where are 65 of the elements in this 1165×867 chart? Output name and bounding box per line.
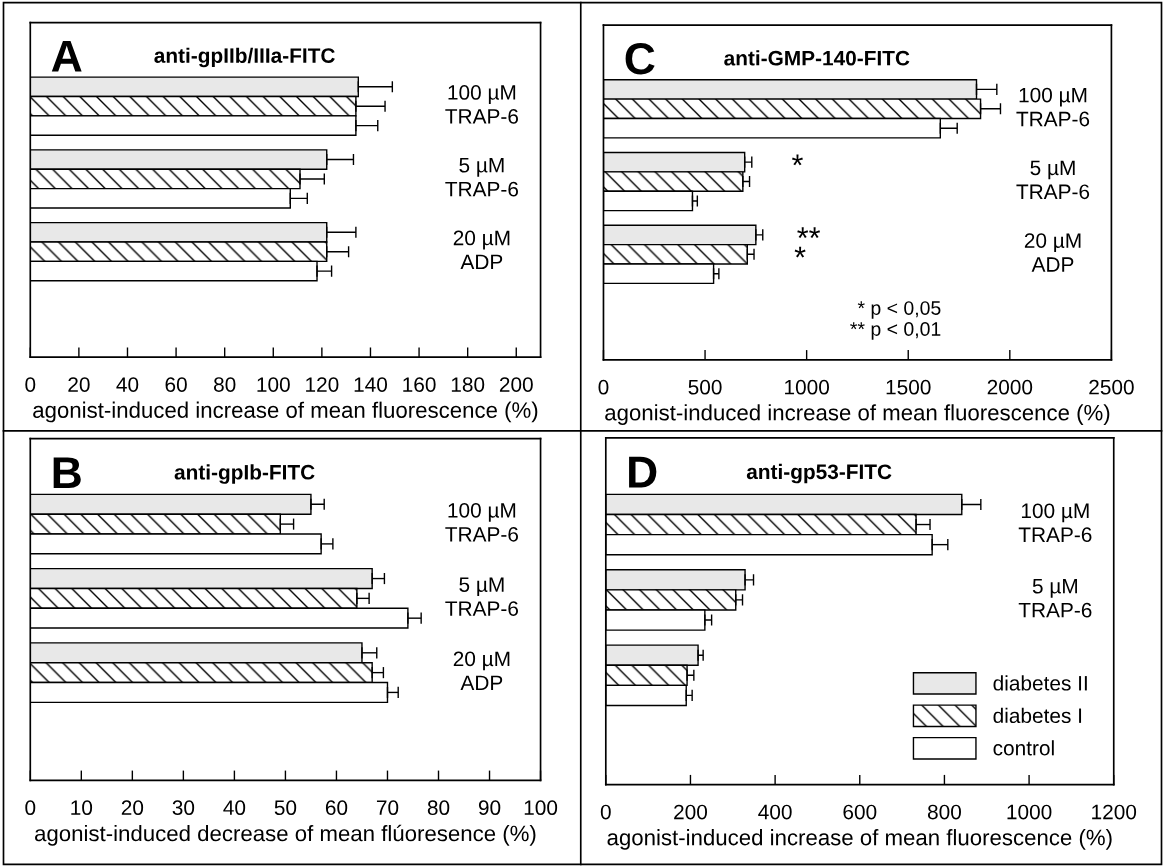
x-tick-label: 70 xyxy=(376,800,399,816)
x-tick-label: 0 xyxy=(25,800,36,816)
x-tick-label: 600 xyxy=(843,804,877,820)
x-tick-label: 800 xyxy=(927,804,961,820)
x-axis-title: agonist-induced increase of mean fluorescence (%) xyxy=(605,404,1110,425)
y-tick-label: 5 µM TRAP-6 xyxy=(1018,579,1092,618)
x-tick-label: 160 xyxy=(403,377,436,392)
chart-title: D xyxy=(629,456,657,488)
x-tick-label: 2500 xyxy=(1089,379,1134,395)
chart-subtitle: anti-gpIb-FITC xyxy=(174,464,315,484)
y-tick-label: 5 µM TRAP-6 xyxy=(445,577,519,616)
x-tick-label: 20 xyxy=(121,800,144,816)
x-tick-label: 400 xyxy=(758,804,792,820)
x-tick-label: 500 xyxy=(688,379,722,395)
annotation: * xyxy=(794,246,806,258)
y-tick-label: 20 µM ADP xyxy=(453,230,510,270)
x-tick-label: 1000 xyxy=(785,379,830,395)
x-tick-label: 1000 xyxy=(1007,804,1052,820)
x-tick-label: 0 xyxy=(600,804,611,820)
y-tick-label: 5 µM TRAP-6 xyxy=(1016,160,1090,200)
x-tick-label: 40 xyxy=(116,377,139,392)
x-tick-label: 140 xyxy=(354,377,388,392)
x-tick-label: 1200 xyxy=(1092,804,1137,820)
x-tick-label: 60 xyxy=(325,800,348,816)
annotation: ** xyxy=(797,227,821,239)
x-axis-title: agonist-induced increase of mean fluorescence (%) xyxy=(607,829,1112,850)
legend-label: control xyxy=(993,740,1054,756)
x-tick-label: 90 xyxy=(478,800,501,816)
x-tick-label: 20 xyxy=(68,377,90,392)
text: * p < 0,05 ** p < 0,01 xyxy=(850,301,941,340)
annotation: * xyxy=(792,154,803,166)
x-tick-label: 40 xyxy=(223,800,246,816)
x-tick-label: 180 xyxy=(451,377,485,392)
x-tick-label: 30 xyxy=(172,800,195,816)
x-axis-title: agonist-induced decrease of mean flúoresence (%) xyxy=(35,824,536,846)
chart-title: A xyxy=(51,40,82,72)
x-tick-label: 60 xyxy=(165,377,187,392)
x-tick-label: 80 xyxy=(214,377,236,392)
y-tick-label: 100 µM TRAP-6 xyxy=(445,85,519,124)
legend-label: diabetes II xyxy=(993,675,1087,691)
x-tick-label: 2000 xyxy=(987,379,1033,395)
y-tick-label: 20 µM ADP xyxy=(453,651,510,690)
x-tick-label: 120 xyxy=(306,377,339,392)
x-tick-label: 100 xyxy=(257,377,290,392)
x-tick-label: 0 xyxy=(25,377,36,392)
x-tick-label: 200 xyxy=(499,377,533,392)
x-tick-label: 80 xyxy=(427,800,450,816)
y-tick-label: 20 µM ADP xyxy=(1024,233,1081,272)
chart-subtitle: anti-GMP-140-FITC xyxy=(724,50,910,66)
x-tick-label: 200 xyxy=(674,804,708,820)
x-tick-label: 0 xyxy=(598,379,609,395)
x-tick-label: 100 xyxy=(524,800,558,816)
x-tick-label: 1500 xyxy=(886,379,931,395)
x-axis-title: agonist-induced increase of mean fluorescence (%) xyxy=(33,401,538,423)
legend-label: diabetes I xyxy=(993,707,1082,724)
x-tick-label: 50 xyxy=(274,800,297,816)
x-tick-label: 10 xyxy=(71,800,93,816)
y-tick-label: 100 µM TRAP-6 xyxy=(1018,503,1092,543)
chart-title: C xyxy=(625,43,655,75)
y-tick-label: 5 µM TRAP-6 xyxy=(445,158,519,197)
chart-subtitle: anti-gp53-FITC xyxy=(746,463,892,484)
y-tick-label: 100 µM TRAP-6 xyxy=(445,502,519,542)
chart-subtitle: anti-gpIIb/IIIa-FITC xyxy=(154,47,335,68)
chart-title: B xyxy=(53,457,81,488)
y-tick-label: 100 µM TRAP-6 xyxy=(1016,87,1090,127)
